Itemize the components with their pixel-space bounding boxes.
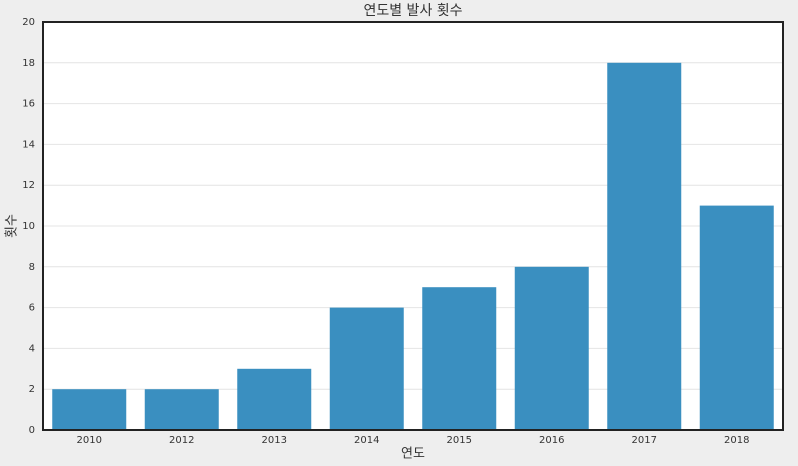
bar bbox=[329, 307, 404, 430]
y-tick-label: 8 bbox=[29, 262, 35, 273]
bar bbox=[699, 205, 774, 430]
bar bbox=[237, 368, 312, 430]
y-axis-label: 횟수 bbox=[5, 214, 20, 238]
y-tick-label: 4 bbox=[29, 343, 35, 354]
y-tick-label: 14 bbox=[22, 139, 35, 150]
x-tick-label: 2014 bbox=[354, 435, 379, 446]
y-tick-label: 6 bbox=[29, 303, 35, 314]
x-tick-label: 2018 bbox=[724, 435, 749, 446]
x-axis-label: 연도 bbox=[401, 447, 425, 462]
bar bbox=[422, 287, 497, 430]
x-tick-label: 2012 bbox=[169, 435, 194, 446]
bar bbox=[514, 266, 589, 430]
y-tick-label: 18 bbox=[22, 58, 35, 69]
x-tick-label: 2016 bbox=[539, 435, 564, 446]
bar bbox=[607, 62, 682, 431]
y-tick-label: 20 bbox=[22, 17, 35, 28]
y-tick-label: 0 bbox=[29, 425, 35, 436]
bar bbox=[52, 389, 127, 430]
x-tick-label: 2015 bbox=[447, 435, 472, 446]
x-tick-label: 2017 bbox=[632, 435, 657, 446]
y-tick-label: 10 bbox=[22, 221, 35, 232]
chart-title: 연도별 발사 횟수 bbox=[363, 3, 462, 19]
bar bbox=[144, 389, 219, 430]
y-tick-label: 2 bbox=[29, 384, 35, 395]
y-tick-label: 16 bbox=[22, 99, 35, 110]
plot-border bbox=[42, 21, 784, 431]
x-tick-label: 2010 bbox=[77, 435, 102, 446]
x-tick-label: 2013 bbox=[262, 435, 287, 446]
y-tick-label: 12 bbox=[22, 180, 35, 191]
